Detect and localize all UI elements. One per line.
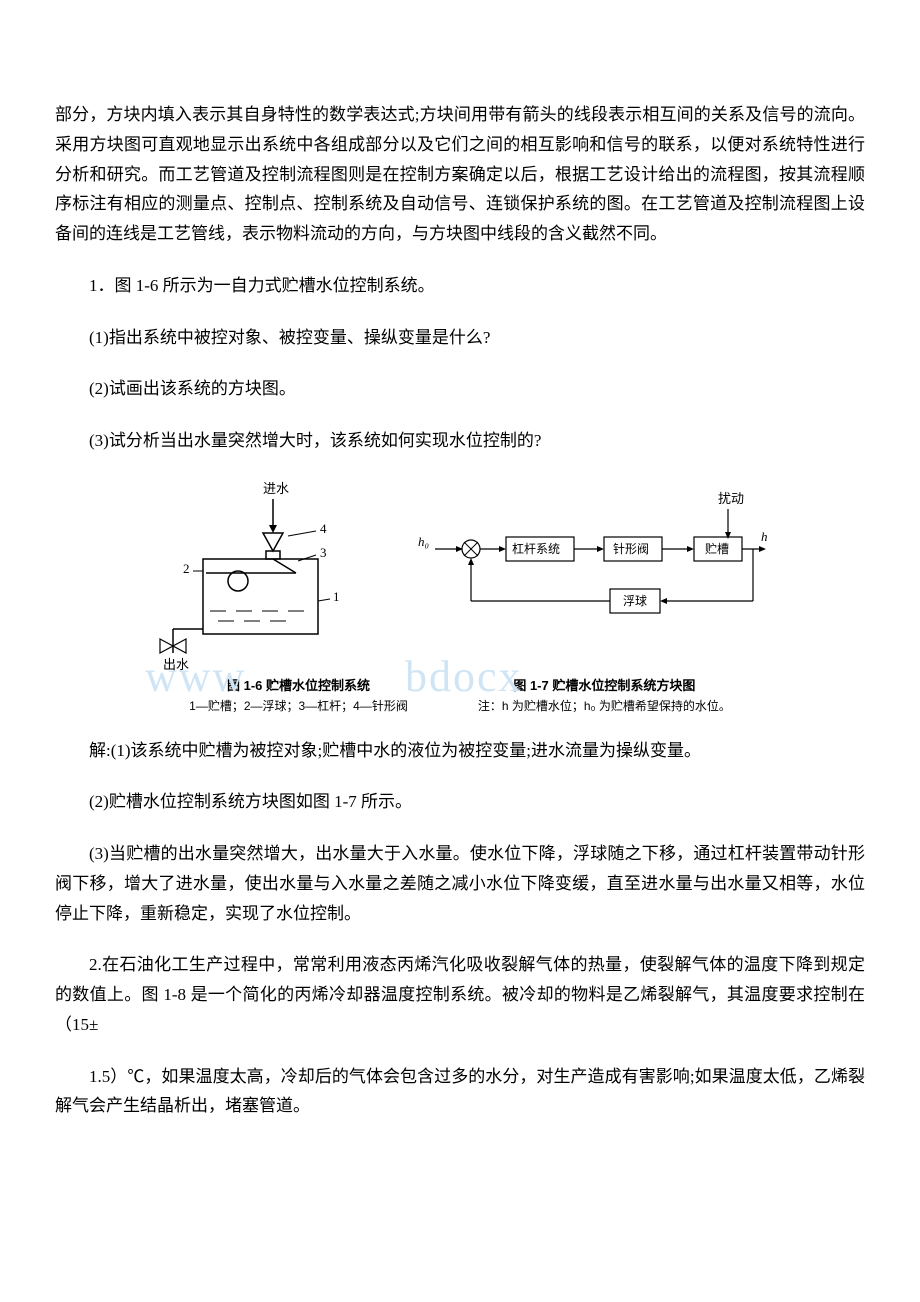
box4-label: 浮球	[623, 594, 647, 608]
caption-1-6: 图 1-6 贮槽水位控制系统 1—贮槽；2—浮球；3—杠杆；4—针形阀	[189, 676, 408, 716]
caption-1-6-sub: 1—贮槽；2—浮球；3—杠杆；4—针形阀	[189, 697, 408, 716]
h-label: h	[761, 529, 768, 544]
inlet-label: 进水	[263, 481, 289, 496]
question-1-2: (2)试画出该系统的方块图。	[55, 374, 865, 404]
question-1: 1．图 1-6 所示为一自力式贮槽水位控制系统。	[55, 271, 865, 301]
box2-label: 针形阀	[613, 541, 649, 556]
figure-1-6: 进水 4 3	[148, 481, 383, 671]
answer-1: 解:(1)该系统中贮槽为被控对象;贮槽中水的液位为被控变量;进水流量为操纵变量。	[55, 736, 865, 766]
h0-label: h₀	[418, 534, 429, 549]
label-1: 1	[333, 589, 340, 604]
label-2: 2	[183, 561, 190, 576]
label-3: 3	[320, 545, 327, 560]
paragraph-intro: 部分，方块内填入表示其自身特性的数学表达式;方块间用带有箭头的线段表示相互间的关…	[55, 100, 865, 249]
question-1-1: (1)指出系统中被控对象、被控变量、操纵变量是什么?	[55, 323, 865, 353]
outlet-label: 出水	[163, 657, 189, 671]
caption-1-6-title: 图 1-6 贮槽水位控制系统	[189, 676, 408, 697]
figure-1-7: 扰动 h₀ 杠杆系统 针形阀	[413, 481, 773, 641]
answer-3: (3)当贮槽的出水量突然增大，出水量大于入水量。使水位下降，浮球随之下移，通过杠…	[55, 839, 865, 928]
label-4: 4	[320, 521, 327, 536]
figure-captions: www bdocx 图 1-6 贮槽水位控制系统 1—贮槽；2—浮球；3—杠杆；…	[55, 676, 865, 716]
box1-label: 杠杆系统	[512, 541, 560, 556]
question-2-cont: 1.5）℃，如果温度太高，冷却后的气体会包含过多的水分，对生产造成有害影响;如果…	[55, 1062, 865, 1122]
caption-1-7: 图 1-7 贮槽水位控制系统方块图 注：h 为贮槽水位；h₀ 为贮槽希望保持的水…	[478, 676, 731, 716]
figures-row: 进水 4 3	[55, 481, 865, 671]
caption-1-7-title: 图 1-7 贮槽水位控制系统方块图	[478, 676, 731, 697]
box3-label: 贮槽	[705, 541, 729, 556]
disturb-label: 扰动	[718, 491, 744, 506]
answer-2: (2)贮槽水位控制系统方块图如图 1-7 所示。	[55, 787, 865, 817]
caption-1-7-sub: 注：h 为贮槽水位；h₀ 为贮槽希望保持的水位。	[478, 697, 731, 716]
question-2: 2.在石油化工生产过程中，常常利用液态丙烯汽化吸收裂解气体的热量，使裂解气体的温…	[55, 950, 865, 1039]
question-1-3: (3)试分析当出水量突然增大时，该系统如何实现水位控制的?	[55, 426, 865, 456]
